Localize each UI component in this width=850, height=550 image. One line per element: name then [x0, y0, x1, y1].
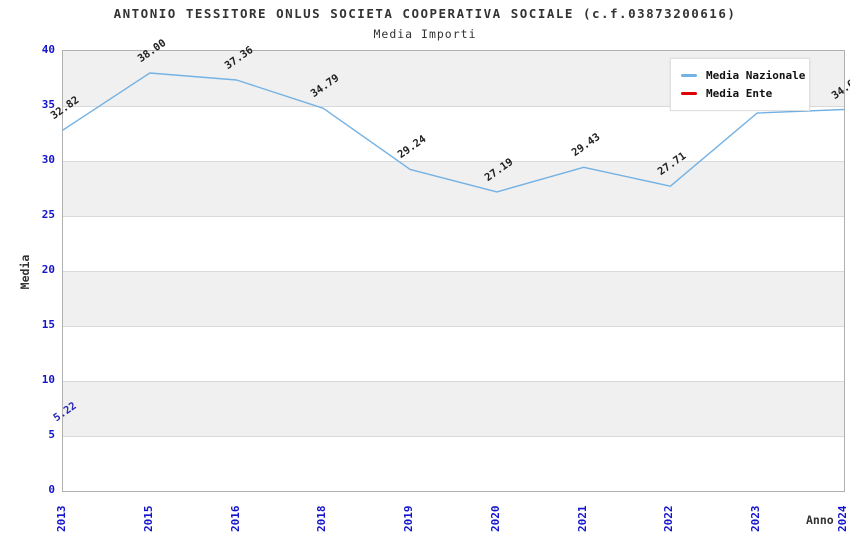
gridline	[63, 435, 844, 437]
background-band	[63, 271, 844, 326]
x-tick-label: 2024	[836, 505, 849, 533]
x-tick-label: 2022	[662, 505, 676, 533]
media-ente-line-icon	[681, 92, 697, 95]
legend-label: Media Ente	[706, 87, 773, 100]
gridline	[63, 160, 844, 162]
chart-title: ANTONIO TESSITORE ONLUS SOCIETA COOPERAT…	[113, 6, 737, 21]
gridline	[63, 270, 844, 272]
x-tick-label: 2020	[488, 505, 502, 533]
media-nazionale-line-icon	[681, 74, 697, 77]
x-axis-label: Anno	[806, 513, 834, 527]
gridline	[63, 325, 844, 327]
media-nazionale-line	[62, 72, 845, 193]
gridline	[63, 380, 844, 382]
gridline	[63, 215, 844, 217]
x-tick-label: 2019	[402, 505, 416, 533]
legend-label: Media Nazionale	[706, 69, 806, 82]
y-tick-label: 30	[41, 153, 55, 166]
x-tick-label: 2021	[575, 505, 589, 533]
legend: Media Nazionale Media Ente	[670, 58, 810, 111]
y-tick-label: 35	[41, 98, 55, 111]
gridline	[63, 105, 844, 107]
x-tick-label: 2013	[55, 505, 68, 533]
y-tick-label: 15	[41, 318, 55, 331]
background-band	[63, 381, 844, 436]
legend-item-media-ente: Media Ente	[681, 86, 809, 101]
y-tick-label: 10	[41, 373, 55, 386]
y-tick-label: 25	[41, 208, 55, 221]
x-tick-label: 2018	[315, 505, 329, 533]
legend-item-media-nazionale: Media Nazionale	[681, 68, 809, 83]
plot-area: 32.82 38.00 37.36 34.79 29.24 27.19 29.43 27.71…	[49, 37, 850, 492]
x-tick-label: 2016	[228, 505, 242, 533]
y-tick-label: 40	[41, 43, 55, 56]
y-tick-label: 20	[41, 263, 55, 276]
background-band	[63, 161, 844, 216]
y-tick-label: 0	[48, 483, 55, 496]
chart-subtitle: Media Importi	[373, 27, 477, 41]
y-tick-label: 5	[48, 428, 55, 441]
x-tick-label: 2015	[141, 505, 155, 533]
x-tick-label: 2023	[749, 505, 763, 533]
